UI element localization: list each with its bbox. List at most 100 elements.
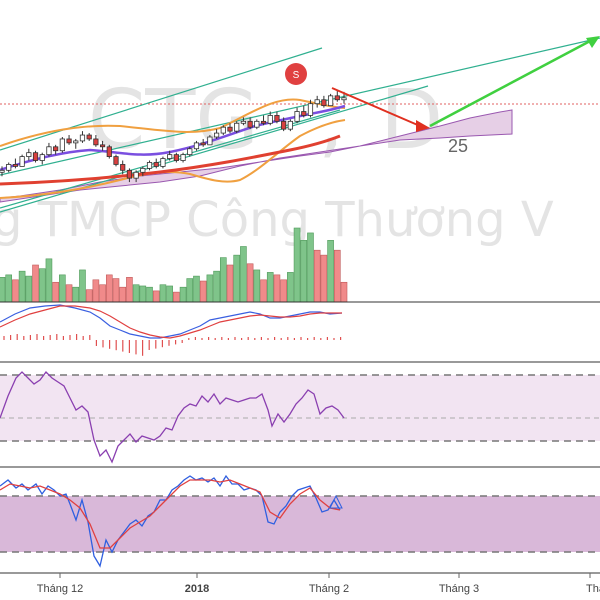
candle <box>281 120 287 130</box>
volume-bar <box>327 240 334 303</box>
volume-bar <box>5 274 13 303</box>
volume-bar <box>65 284 73 303</box>
volume-bar <box>105 274 113 303</box>
volume-bar <box>25 275 33 303</box>
volume-bar <box>260 279 267 303</box>
volume-bar <box>193 275 200 303</box>
candles <box>0 89 347 183</box>
volume-bar <box>206 274 214 303</box>
candle <box>93 138 99 146</box>
macd-signal-line <box>0 305 342 339</box>
candle <box>267 115 273 124</box>
watermark-company: g TMCP Công Thương V <box>0 192 554 248</box>
candle <box>334 95 340 101</box>
candle <box>99 144 106 148</box>
projection-arrow-down <box>331 87 421 127</box>
projection-arrow-down-head <box>416 120 430 132</box>
candle <box>26 152 32 157</box>
volume-bar <box>287 272 294 303</box>
volume-bar <box>92 279 100 303</box>
volume-bar <box>112 278 120 303</box>
candle <box>120 164 126 171</box>
candle <box>314 99 320 105</box>
volume-bar <box>59 274 66 303</box>
candle <box>307 103 314 116</box>
volume-bar <box>253 269 261 303</box>
time-axis: Tháng 12 2018 Tháng 2 Tháng 3 Thá <box>37 573 600 595</box>
volume-bar <box>18 270 26 303</box>
candle <box>173 154 179 161</box>
candle <box>274 115 280 122</box>
volume-bar <box>132 284 140 303</box>
volume-bar <box>166 285 173 303</box>
candle <box>167 154 173 159</box>
x-tick-label: Thá <box>586 583 600 595</box>
candle <box>32 152 39 161</box>
volume-bar <box>226 264 234 303</box>
volume-bar <box>159 284 167 303</box>
volume-bar <box>119 286 127 303</box>
volume-bar <box>300 240 308 303</box>
sell-signal-badge <box>285 63 307 85</box>
candle <box>220 126 226 134</box>
x-tick-label: Tháng 3 <box>439 583 479 595</box>
volume-bar <box>240 246 247 303</box>
candle <box>46 146 52 156</box>
trendline-long <box>0 37 600 176</box>
volume-bar <box>213 270 220 303</box>
volume-bar <box>307 232 314 303</box>
volume-bar <box>99 284 106 303</box>
candle <box>126 169 133 179</box>
candle <box>287 120 293 130</box>
volume-bar <box>126 277 133 303</box>
volume-bar <box>139 285 147 303</box>
candle <box>301 111 307 116</box>
candle <box>86 134 92 140</box>
candle <box>207 136 213 146</box>
projection-arrow-up <box>429 38 593 128</box>
ma-violet <box>0 104 346 172</box>
macd-line <box>0 304 343 339</box>
candle <box>160 158 166 167</box>
x-tick-label: Tháng 12 <box>37 583 83 595</box>
candle <box>234 122 240 132</box>
candle <box>113 156 119 165</box>
candle <box>79 134 86 142</box>
volume-bar <box>219 257 227 303</box>
ma-orange-lower <box>0 119 346 199</box>
volume-bar <box>246 263 254 303</box>
projection-arrow-up-head <box>586 36 600 48</box>
candle <box>12 164 19 167</box>
candle <box>193 142 200 150</box>
x-tick-label: Tháng 2 <box>309 583 349 595</box>
candle <box>153 162 159 167</box>
macd-pane <box>0 304 343 356</box>
candle <box>200 142 206 146</box>
candle <box>294 111 300 122</box>
volume-bar <box>0 277 6 303</box>
volume-bar <box>273 274 281 303</box>
volume-bar <box>85 289 93 303</box>
candle <box>254 120 260 128</box>
candle <box>39 154 45 161</box>
candle <box>240 120 247 124</box>
ma-red <box>0 134 341 186</box>
candle <box>247 120 253 128</box>
candle <box>0 169 5 173</box>
x-tick-label: 2018 <box>185 583 209 595</box>
sell-signal-label: S <box>293 70 300 81</box>
volume-bar <box>38 268 46 303</box>
stoch-d-line <box>0 479 341 549</box>
volume-bar <box>12 279 19 303</box>
volume-bar <box>280 279 287 303</box>
candle <box>146 162 153 169</box>
volume-bar <box>199 280 207 303</box>
price-label: 25 <box>448 136 468 156</box>
volume-bar <box>313 249 321 303</box>
volume-bar <box>340 281 348 303</box>
candle <box>133 171 139 179</box>
volume-bar <box>79 269 86 303</box>
volume-bar <box>186 278 194 303</box>
volume-bar <box>179 286 187 303</box>
